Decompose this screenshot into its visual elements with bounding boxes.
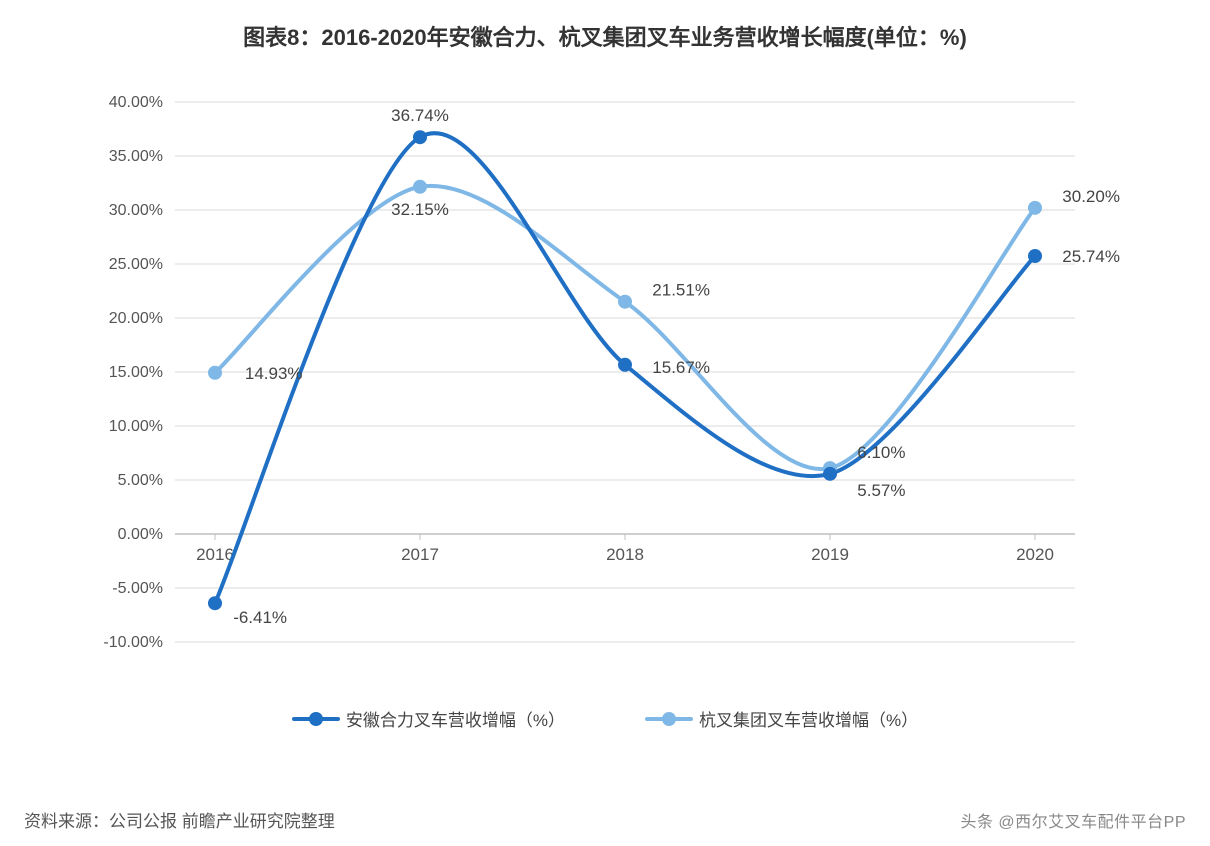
- data-label-hangcha: 21.51%: [652, 281, 710, 300]
- source-note: 资料来源：公司公报 前瞻产业研究院整理: [24, 807, 335, 832]
- y-tick-label: 10.00%: [109, 418, 163, 435]
- legend-label-hangcha: 杭叉集团叉车营收增幅（%）: [699, 706, 918, 731]
- legend: 安徽合力叉车营收增幅（%） 杭叉集团叉车营收增幅（%）: [0, 706, 1210, 731]
- series-marker-hangcha: [618, 295, 632, 309]
- series-marker-heli: [413, 130, 427, 144]
- legend-swatch-heli: [292, 710, 340, 728]
- data-label-hangcha: 30.20%: [1062, 187, 1120, 206]
- series-line-hangcha: [215, 186, 1035, 469]
- series-marker-heli: [208, 596, 222, 610]
- y-tick-label: 30.00%: [109, 202, 163, 219]
- x-tick-label: 2019: [811, 545, 849, 564]
- data-label-hangcha: 14.93%: [245, 364, 303, 383]
- y-tick-label: -10.00%: [103, 634, 163, 651]
- data-label-heli: -6.41%: [233, 608, 287, 627]
- data-label-heli: 15.67%: [652, 358, 710, 377]
- y-tick-label: -5.00%: [112, 580, 163, 597]
- x-tick-label: 2020: [1016, 545, 1054, 564]
- data-label-hangcha: 32.15%: [391, 200, 449, 219]
- chart-title: 图表8：2016-2020年安徽合力、杭叉集团叉车业务营收增长幅度(单位：%): [0, 0, 1210, 52]
- line-chart: -10.00% -5.00% 0.00% 5.00% 10.00% 15.00% 20.00…: [55, 62, 1155, 702]
- attribution-text: 头条 @西尔艾叉车配件平台PP: [960, 808, 1186, 832]
- series-marker-hangcha: [1028, 201, 1042, 215]
- legend-label-heli: 安徽合力叉车营收增幅（%）: [346, 706, 565, 731]
- series-marker-heli: [618, 358, 632, 372]
- series-marker-hangcha: [208, 366, 222, 380]
- y-tick-label: 40.00%: [109, 94, 163, 111]
- data-label-hangcha: 6.10%: [857, 443, 905, 462]
- x-tick-label: 2018: [606, 545, 644, 564]
- y-tick-label: 0.00%: [118, 526, 163, 543]
- y-tick-label: 25.00%: [109, 256, 163, 273]
- series-marker-heli: [823, 467, 837, 481]
- y-tick-label: 5.00%: [118, 472, 163, 489]
- y-tick-label: 15.00%: [109, 364, 163, 381]
- y-tick-label: 35.00%: [109, 148, 163, 165]
- legend-item-hangcha: 杭叉集团叉车营收增幅（%）: [645, 706, 918, 731]
- data-label-heli: 36.74%: [391, 106, 449, 125]
- y-tick-label: 20.00%: [109, 310, 163, 327]
- data-label-heli: 25.74%: [1062, 247, 1120, 266]
- series-marker-heli: [1028, 249, 1042, 263]
- x-tick-label: 2017: [401, 545, 439, 564]
- legend-swatch-hangcha: [645, 710, 693, 728]
- series-marker-hangcha: [413, 180, 427, 194]
- legend-item-heli: 安徽合力叉车营收增幅（%）: [292, 706, 565, 731]
- chart-container: -10.00% -5.00% 0.00% 5.00% 10.00% 15.00% 20.00…: [55, 62, 1155, 702]
- x-tick-label: 2016: [196, 545, 234, 564]
- data-label-heli: 5.57%: [857, 481, 905, 500]
